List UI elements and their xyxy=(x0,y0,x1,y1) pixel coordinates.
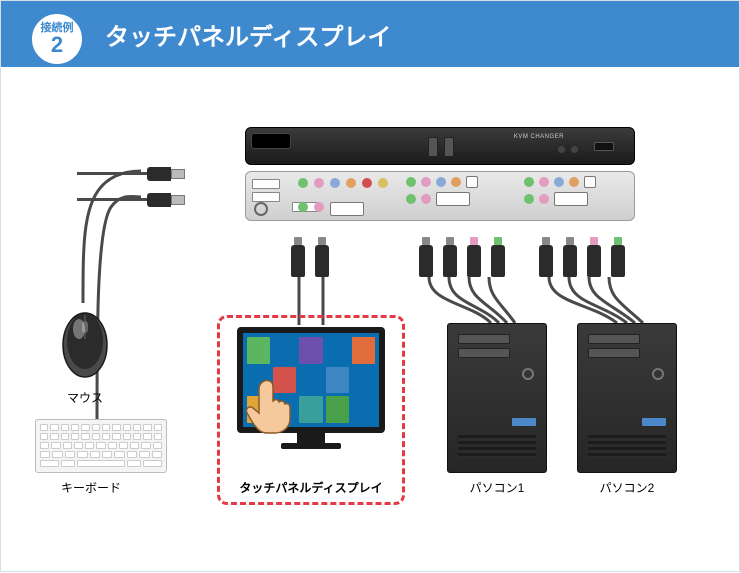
console-jack-row xyxy=(298,178,388,188)
kvm-front-panel: KVM CHANGER xyxy=(245,127,635,165)
header-title: タッチパネルディスプレイ xyxy=(105,17,391,52)
audio-plug-icon xyxy=(491,245,505,277)
vga-plug-icon xyxy=(291,245,305,277)
dvi-port-icon xyxy=(330,202,364,216)
header-bar: 接続例 2 タッチパネルディスプレイ xyxy=(1,1,739,67)
monitor-stand-icon xyxy=(297,433,325,443)
usb-plug-icon xyxy=(419,245,433,277)
monitor-base-icon xyxy=(281,443,341,449)
start-tile xyxy=(326,337,349,364)
start-tile xyxy=(352,396,375,423)
pc2-cable-plugs xyxy=(539,245,625,277)
start-tile xyxy=(273,337,296,364)
console-dvi-row xyxy=(298,202,364,216)
pc1-label: パソコン1 xyxy=(447,479,547,496)
pc1-cable-plugs xyxy=(419,245,505,277)
kvm-rear-panel xyxy=(245,171,635,221)
rear-pc1-block xyxy=(406,176,518,216)
console-cable-plugs xyxy=(291,245,329,277)
usb-plug-icon xyxy=(539,245,553,277)
diagram-canvas: KVM CHANGER xyxy=(1,67,739,571)
start-tile xyxy=(326,396,349,423)
start-tile xyxy=(352,337,375,364)
mouse-icon xyxy=(59,299,111,381)
start-tile xyxy=(299,367,322,394)
start-tile xyxy=(352,367,375,394)
brand-plate-icon xyxy=(252,134,290,148)
start-tile xyxy=(326,367,349,394)
dvi-plug-icon xyxy=(563,245,577,277)
front-usb-port-icon xyxy=(594,142,614,151)
start-tile xyxy=(299,396,322,423)
example-badge: 接続例 2 xyxy=(29,11,85,67)
touch-hand-icon xyxy=(239,375,299,435)
start-tile xyxy=(299,337,322,364)
mouse-label: マウス xyxy=(53,389,117,406)
front-audio-jacks xyxy=(558,146,578,153)
keyboard-label: キーボード xyxy=(61,479,121,496)
pc2-label: パソコン2 xyxy=(577,479,677,496)
pc1-tower-icon xyxy=(447,323,547,473)
kvm-model-label: KVM CHANGER xyxy=(514,134,564,140)
usb-plug-icon xyxy=(137,193,185,207)
dc-jack-icon xyxy=(254,202,268,216)
mic-plug-icon xyxy=(467,245,481,277)
usb-plug-icon xyxy=(137,167,185,181)
start-tile xyxy=(247,337,270,364)
badge-number: 2 xyxy=(51,34,63,56)
dvi-plug-icon xyxy=(443,245,457,277)
mic-plug-icon xyxy=(587,245,601,277)
pc2-tower-icon xyxy=(577,323,677,473)
touch-display-label: タッチパネルディスプレイ xyxy=(225,479,397,496)
usb-plug-icon xyxy=(315,245,329,277)
selector-switches xyxy=(416,134,466,160)
keyboard-icon xyxy=(35,419,167,473)
rear-pc2-block xyxy=(524,176,636,216)
audio-plug-icon xyxy=(611,245,625,277)
diagram-container: 接続例 2 タッチパネルディスプレイ xyxy=(0,0,740,572)
usb-plugs xyxy=(137,167,185,207)
